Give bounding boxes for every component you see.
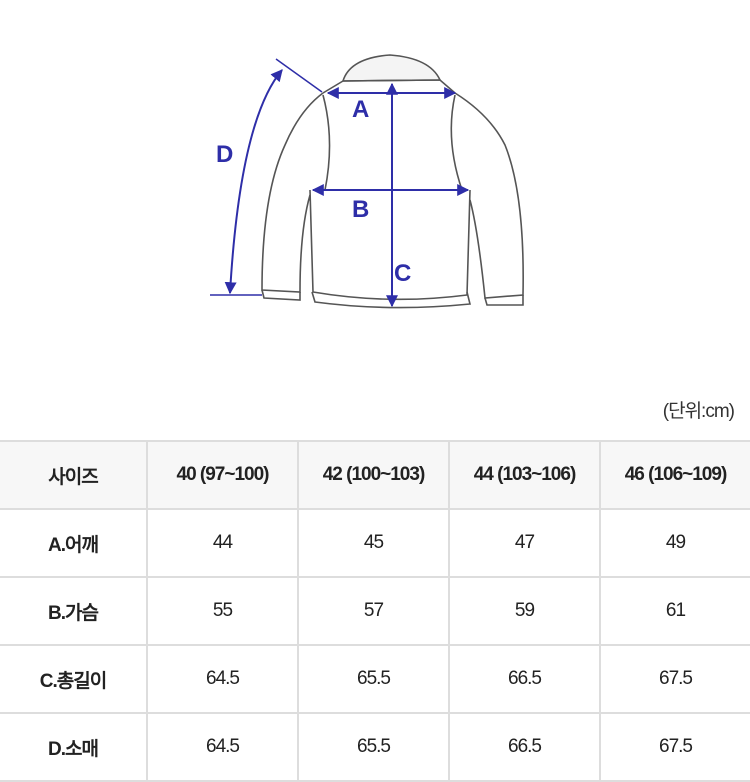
table-cell: 64.5: [146, 712, 299, 782]
table-row: B.가슴 55 57 59 61: [0, 576, 750, 646]
table-cell: 47: [448, 508, 601, 578]
measure-d-arrow: [224, 69, 283, 295]
label-b: B: [352, 196, 369, 223]
table-cell: 66.5: [448, 712, 601, 782]
table-cell: 67.5: [599, 644, 750, 714]
table-cell: 49: [599, 508, 750, 578]
table-row: D.소매 64.5 65.5 66.5 67.5: [0, 712, 750, 782]
table-cell: 65.5: [297, 644, 450, 714]
header-cell: 46 (106~109): [599, 440, 750, 510]
label-c: C: [394, 260, 411, 287]
header-cell: 사이즈: [0, 440, 148, 510]
header-cell: 40 (97~100): [146, 440, 299, 510]
header-cell: 44 (103~106): [448, 440, 601, 510]
unit-label: (단위:cm): [662, 401, 735, 422]
row-label: D.소매: [0, 712, 148, 782]
table-cell: 65.5: [297, 712, 450, 782]
label-d: D: [216, 141, 233, 168]
table-row: C.총길이 64.5 65.5 66.5 67.5: [0, 644, 750, 714]
label-a: A: [352, 96, 369, 123]
table-cell: 59: [448, 576, 601, 646]
measure-d-guide-top: [275, 58, 323, 93]
table-cell: 61: [599, 576, 750, 646]
table-cell: 66.5: [448, 644, 601, 714]
header-cell: 42 (100~103): [297, 440, 450, 510]
table-cell: 55: [146, 576, 299, 646]
table-cell: 64.5: [146, 644, 299, 714]
row-label: A.어깨: [0, 508, 148, 578]
table-header-row: 사이즈 40 (97~100) 42 (100~103) 44 (103~106…: [0, 440, 750, 510]
table-cell: 45: [297, 508, 450, 578]
table-cell: 67.5: [599, 712, 750, 782]
table-cell: 57: [297, 576, 450, 646]
size-table: 사이즈 40 (97~100) 42 (100~103) 44 (103~106…: [0, 440, 750, 782]
table-row: A.어깨 44 45 47 49: [0, 508, 750, 578]
jacket-measurement-diagram: A B C D: [210, 54, 524, 309]
table-cell: 44: [146, 508, 299, 578]
row-label: B.가슴: [0, 576, 148, 646]
row-label: C.총길이: [0, 644, 148, 714]
